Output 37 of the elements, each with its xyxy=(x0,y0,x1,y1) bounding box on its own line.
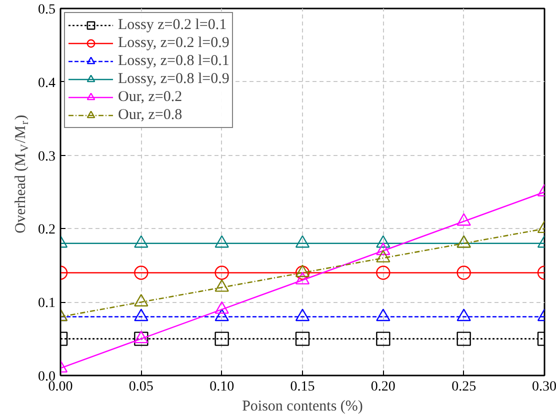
legend-label: Our, z=0.2 xyxy=(118,88,182,106)
point xyxy=(295,235,310,248)
point xyxy=(214,235,229,248)
y-tick-label: 0.5 xyxy=(38,2,56,18)
y-tick-label: 0.3 xyxy=(38,149,56,164)
x-axis-title: Poison contents (%) xyxy=(242,398,363,414)
point xyxy=(295,308,310,322)
legend-label: Lossy, z=0.2 l=0.9 xyxy=(118,34,230,52)
x-tick-label: 0.30 xyxy=(532,380,556,394)
legend-label: Lossy, z=0.8 l=0.9 xyxy=(118,70,230,88)
y-tick-label: 0.1 xyxy=(38,296,56,312)
point xyxy=(134,308,148,322)
x-tick-label: 0.20 xyxy=(370,380,396,394)
point xyxy=(376,308,390,322)
point xyxy=(376,235,390,248)
x-tick-label: 0.10 xyxy=(210,380,234,394)
point xyxy=(134,235,148,248)
y-tick-label: 0.4 xyxy=(38,76,56,91)
x-tick-label: 0.05 xyxy=(128,380,154,394)
y-tick-label: 0.2 xyxy=(38,222,56,238)
point xyxy=(456,213,471,226)
point xyxy=(295,264,310,278)
y-axis-title: Overhead (MV/Mr) xyxy=(12,114,31,234)
point xyxy=(376,250,390,262)
legend-label: Lossy, z=0.8 l=0.1 xyxy=(118,52,230,70)
point xyxy=(295,272,310,284)
legend-label: Lossy z=0.2 l=0.1 xyxy=(118,16,227,34)
point xyxy=(214,301,229,314)
point xyxy=(376,242,390,256)
point xyxy=(134,330,148,344)
legend-label: Our, z=0.8 xyxy=(118,106,182,124)
point xyxy=(214,308,229,322)
point xyxy=(134,294,148,306)
x-tick-label: 0.15 xyxy=(290,380,315,394)
x-tick-label: 0.25 xyxy=(452,380,476,394)
point xyxy=(456,308,471,322)
point xyxy=(214,279,229,292)
